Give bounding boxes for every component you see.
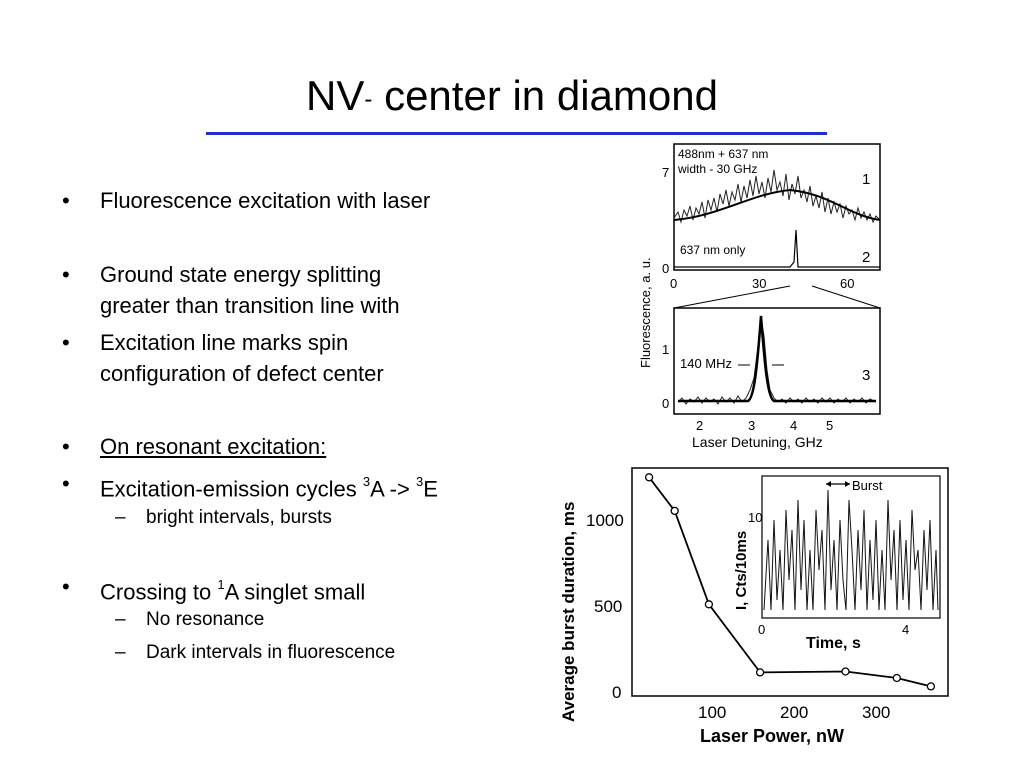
bullet-text-pre: Excitation-emission cycles [100, 476, 363, 502]
xtick-0: 0 [670, 276, 677, 291]
data-point [644, 473, 654, 482]
xtick-200: 200 [780, 703, 808, 722]
slide-title: NV- center in diamond [0, 68, 1024, 124]
data-point [670, 506, 679, 516]
inset-frame [761, 475, 941, 619]
ytick-1000: 1000 [586, 511, 624, 530]
ytick-1-lower: 1 [662, 342, 669, 357]
bullet-text-line2: greater than transition line with [100, 293, 400, 318]
curve-2-peak [674, 229, 880, 268]
inset-time-trace [763, 489, 939, 611]
xtick-300: 300 [862, 703, 890, 722]
subbullet-text: Dark intervals in fluorescence [146, 642, 396, 663]
subbullet-text: bright intervals, bursts [146, 507, 332, 528]
ytick-0: 0 [612, 683, 621, 702]
ytick-7: 7 [662, 165, 669, 180]
curve-label-2: 2 [862, 249, 870, 266]
bullet-text: On resonant excitation: [100, 434, 327, 459]
legend-line-1: 488nm + 637 nm [678, 147, 768, 161]
bullet-text-mid: A -> [370, 476, 416, 502]
xtick-100: 100 [698, 703, 726, 722]
plot-frame [631, 467, 949, 697]
bullet-text-post: A singlet small [224, 579, 366, 605]
bullet-text-pre: Crossing to [100, 579, 218, 605]
bullet-text-line1: Excitation line marks spin [100, 330, 349, 355]
data-point [841, 667, 850, 676]
upper-panel-frame [673, 143, 881, 271]
ytick-0-lower: 0 [662, 396, 669, 411]
title-rest: center in diamond [372, 72, 718, 119]
title-main: NV [306, 72, 365, 119]
inset-xtick-4: 4 [902, 622, 909, 637]
fluorescence-spectrum-figure: 488nm + 637 nm width - 30 GHz 1 2 637 nm… [638, 143, 881, 450]
ytick-500: 500 [594, 597, 622, 616]
data-point [892, 673, 901, 683]
ytick-0-upper: 0 [662, 261, 669, 276]
data-point [704, 600, 714, 609]
subbullet-text: No resonance [146, 609, 265, 630]
inset-burst-label: Burst [852, 478, 883, 493]
curve-1-noisy [673, 169, 881, 224]
xtick3-2: 2 [696, 418, 703, 433]
chart-marks [644, 473, 936, 691]
xtick3-3: 3 [748, 418, 755, 433]
title-superscript: - [364, 86, 373, 113]
bullet-text-line1: Ground state energy splitting [100, 262, 382, 287]
burst-duration-chart: Average burst duration, ms 1000 500 0 10… [559, 467, 949, 746]
xtick-30: 30 [752, 276, 766, 291]
inset-x-axis-label: Time, s [806, 635, 861, 652]
superscript-3: 3 [362, 474, 371, 489]
superscript-1: 1 [217, 577, 225, 592]
inset-y-axis-label: I, Cts/10ms [733, 531, 750, 610]
superscript-3: 3 [415, 474, 424, 489]
y-axis-label: Average burst duration, ms [559, 502, 578, 722]
xtick3-5: 5 [826, 418, 833, 433]
bullet-text-line2: configuration of defect center [100, 361, 384, 386]
curve-1-fit [673, 188, 881, 221]
data-point [926, 682, 936, 691]
xtick-60: 60 [840, 276, 854, 291]
curve-3-fit [678, 315, 876, 403]
y-axis-label: Fluorescence, a. u. [638, 257, 653, 368]
lower-panel-frame [673, 307, 881, 415]
x-axis-label: Laser Power, nW [700, 726, 844, 746]
label-637-only: 637 nm only [680, 243, 745, 257]
curve-label-3: 3 [862, 367, 870, 384]
data-point [755, 668, 765, 677]
inset-xtick-0: 0 [758, 622, 765, 637]
zoom-line-right [811, 285, 881, 309]
inset-140mhz-label: 140 MHz [680, 356, 732, 371]
burst-arrowheads [826, 481, 850, 487]
xtick3-4: 4 [790, 418, 797, 433]
bullet-text-post: E [423, 476, 438, 502]
inset-ytick-10: 10 [748, 510, 762, 525]
x-axis-label: Laser Detuning, GHz [692, 434, 823, 450]
bullet-text: Fluorescence excitation with laser [100, 188, 431, 213]
curve-label-1: 1 [862, 171, 870, 188]
zoom-line-left [673, 285, 791, 309]
title-underline [206, 132, 827, 135]
legend-line-2: width - 30 GHz [677, 162, 757, 176]
